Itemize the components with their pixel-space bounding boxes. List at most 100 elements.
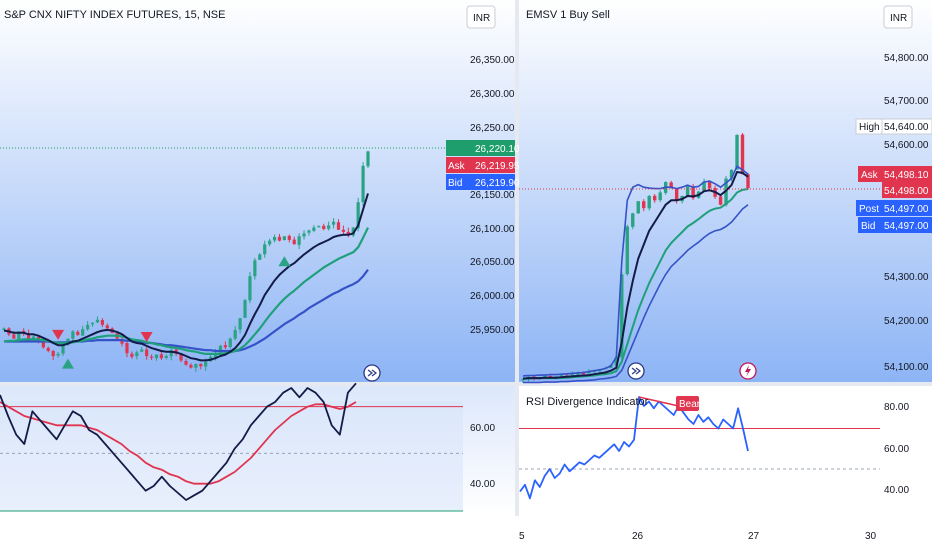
candle-body [199,363,203,367]
rsi-signal-line [0,401,357,485]
sell-signal-marker [140,332,153,343]
candle-body [287,235,291,240]
left-currency-button[interactable]: INR [466,5,496,29]
candle-body [2,328,6,330]
candle-body [223,345,227,348]
candle-body [735,134,739,170]
candle-body [17,331,21,340]
candle-body [587,372,591,374]
candle-body [253,260,257,277]
right-rsi-pane[interactable] [519,386,932,516]
candle-body [154,354,159,359]
candle-body [76,331,80,336]
candle-body [41,341,45,348]
right-last-price-tag: 54,498.00 [882,182,932,198]
candle-body [56,353,60,356]
left-price-tick: 26,050.00 [470,257,515,268]
candle-body [570,374,575,376]
candle-body [327,225,331,229]
candle-body [233,329,237,339]
buy-signal-marker [61,358,74,369]
right-high-value: 54,640.00 [884,122,929,133]
right-currency-label: INR [890,13,907,24]
candle-body [669,182,673,189]
pane-separator-right [519,382,932,386]
candle-body [729,169,734,179]
candle-body [740,134,745,175]
left-rsi-plot [0,382,463,512]
candle-body [184,361,188,365]
right-rsi-tick: 40.00 [884,485,909,496]
candle-body [164,356,168,358]
right-price-tick: 54,100.00 [884,362,929,373]
left-price-tick: 26,100.00 [470,224,515,235]
right-post-value: 54,497.00 [884,204,929,215]
candle-body [81,329,85,336]
left-last-price-tag: 26,220.10 [446,140,520,156]
candle-body [238,318,242,330]
left-ask-tag: Ask 26,219.95 [446,157,520,173]
x-tick: 27 [748,531,760,542]
right-replay-icon[interactable] [627,362,645,380]
right-price-tick: 54,700.00 [884,96,929,107]
candle-body [268,240,272,245]
candle-body [322,225,326,230]
left-price-tick: 26,300.00 [470,89,515,100]
right-chart-title: EMSV 1 Buy Sell [526,9,610,21]
rsi-line [0,382,357,501]
candle-body [691,186,695,199]
candle-body [71,331,75,339]
right-lightning-icon[interactable] [739,362,757,380]
candle-body [317,226,321,228]
candle-body [204,361,208,367]
candle-body [576,373,580,375]
candle-body [189,364,193,368]
candle-body [341,229,346,232]
candle-body [272,237,277,241]
candle-body [159,354,164,359]
candle-body [658,192,662,201]
left-price-tick: 25,950.00 [470,325,515,336]
left-replay-icon[interactable] [363,364,381,382]
candle-body [135,352,139,357]
candle-body [548,375,553,378]
candle-body [346,231,350,236]
candle-body [100,320,104,325]
candle-body [46,347,50,351]
left-bid-tag: Bid 26,219.90 [446,174,520,190]
candle-body [248,276,252,301]
left-chart-title: S&P CNX NIFTY INDEX FUTURES, 15, NSE [4,9,225,21]
right-price-tick: 54,600.00 [884,140,929,151]
candle-body [194,364,198,368]
candle-body [653,195,657,201]
candle-body [361,165,365,203]
right-post-label: Post [859,204,879,215]
candle-body [51,350,55,357]
candle-body [277,236,282,241]
left-price-tick: 26,000.00 [470,291,515,302]
candle-body [307,230,311,233]
ema-upper-band [522,165,749,377]
candle-body [336,222,341,230]
bear-divergence-line [638,396,679,407]
candle-body [258,254,262,260]
candle-body [614,357,618,366]
candle-body [674,188,679,202]
candle-body [61,344,65,354]
candle-body [213,353,218,358]
candle-body [718,196,723,205]
candle-body [685,186,690,196]
left-candles [2,150,370,372]
left-bid-value: 26,219.90 [475,178,520,189]
candle-body [366,151,370,167]
left-price-pane[interactable] [0,0,515,382]
ema-fast-line [3,193,369,362]
left-price-tick: 26,350.00 [470,55,515,66]
right-last-price: 54,498.00 [884,186,929,197]
candle-body [636,201,640,214]
right-bid-tag: Bid 54,497.00 [858,217,932,233]
right-currency-button[interactable]: INR [883,5,913,29]
right-price-tick: 54,200.00 [884,316,929,327]
candle-body [125,343,129,354]
